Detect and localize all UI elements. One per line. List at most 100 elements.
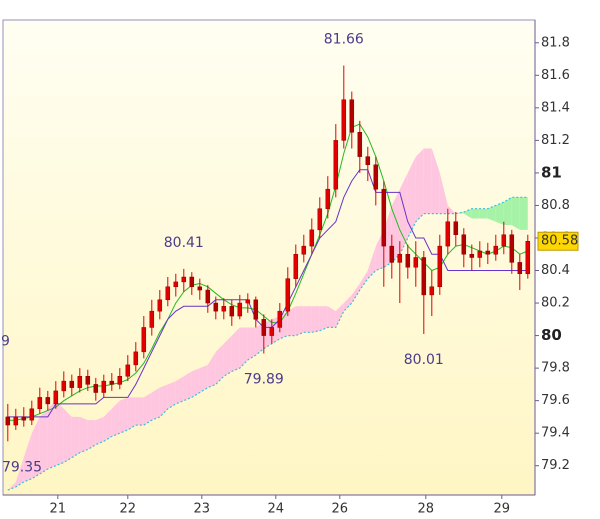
candle-body [133, 351, 139, 366]
cloud-segment [519, 197, 528, 230]
candle-body [453, 221, 459, 235]
y-tick-label: 81 [541, 163, 562, 181]
cloud-segment [479, 208, 488, 219]
candle-body [381, 188, 387, 247]
candle-body [285, 278, 291, 312]
candle-body [21, 416, 27, 421]
cloud-segment [215, 343, 224, 385]
candle-body [413, 257, 419, 268]
cloud-segment [231, 327, 240, 372]
cloud-segment [191, 368, 200, 398]
candle-body [117, 376, 123, 385]
candle-body [5, 416, 11, 426]
cloud-segment [183, 371, 192, 401]
x-tick-label: 26 [332, 502, 349, 517]
cloud-segment [471, 208, 480, 219]
candle-body [493, 245, 499, 255]
cloud-segment [95, 416, 104, 445]
candle-body [365, 156, 371, 166]
cloud-segment [239, 327, 248, 369]
candle-body [149, 310, 155, 328]
y-tick-label: 81.6 [541, 68, 570, 83]
cloud-segment [495, 202, 504, 225]
candle-body [445, 221, 451, 247]
candle-body [437, 245, 443, 288]
cloud-segment [79, 416, 88, 453]
candle-body [109, 380, 115, 385]
cloud-segment [391, 189, 400, 263]
cloud-segment [23, 433, 32, 482]
candle-body [309, 229, 315, 247]
candle-body [261, 319, 267, 336]
x-tick-label: 23 [194, 502, 211, 517]
candle-body [229, 306, 235, 317]
y-tick-label: 81.4 [541, 100, 570, 115]
cloud-segment [415, 148, 424, 222]
x-tick-label: 29 [494, 502, 511, 517]
y-tick-label: 80.4 [541, 263, 570, 278]
cloud-segment [143, 392, 152, 426]
cloud-segment [367, 246, 376, 279]
candle-body [405, 253, 411, 268]
cloud-segment [159, 384, 168, 417]
cloud-segment [407, 156, 416, 238]
cloud-segment [39, 408, 48, 474]
cloud-segment [423, 148, 432, 214]
candle-body [61, 380, 67, 392]
y-tick-label: 79.8 [541, 361, 570, 376]
candle-body [333, 140, 339, 190]
cloud-segment [247, 327, 256, 360]
candle-body [173, 281, 179, 288]
y-tick-label: 80.2 [541, 296, 570, 311]
candle-body [85, 376, 91, 385]
cloud-segment [207, 351, 216, 388]
cloud-segment [511, 197, 520, 230]
cloud-segment [447, 205, 456, 214]
cloud-segment [487, 205, 496, 222]
cloud-segment [135, 397, 144, 426]
candle-body [165, 286, 171, 301]
candle-body [213, 302, 219, 312]
candle-body [429, 286, 435, 296]
cloud-segment [463, 208, 472, 219]
candle-body [397, 253, 403, 263]
y-tick-label: 81.2 [541, 133, 570, 148]
candle-body [141, 327, 147, 353]
candle-body [389, 245, 395, 263]
candle-body [221, 306, 227, 312]
candle-body [181, 276, 187, 283]
cloud-segment [303, 306, 312, 333]
cloud-segment [431, 148, 440, 214]
cloud-segment [175, 376, 184, 404]
x-tick-label: 21 [50, 502, 67, 517]
x-tick-label: 22 [120, 502, 137, 517]
cloud-segment [47, 400, 56, 469]
cloud-segment [71, 416, 80, 458]
cloud-segment [327, 306, 336, 328]
candle-body [245, 299, 251, 304]
cloud-segment [55, 400, 64, 466]
price-annotation: 80.01 [404, 352, 444, 368]
candle-body [269, 327, 275, 336]
cloud-segment [15, 457, 24, 487]
candle-body [349, 99, 355, 133]
y-tick-label: 80 [541, 326, 562, 344]
cloud-segment [223, 335, 232, 377]
y-tick-label: 79.4 [541, 426, 570, 441]
cloud-segment [287, 306, 296, 336]
candle-body [341, 99, 347, 141]
cloud-segment [103, 408, 112, 442]
span-a-line [7, 196, 528, 491]
candle-body [157, 299, 163, 312]
candle-body [197, 286, 203, 291]
cloud-segment [7, 481, 16, 491]
candle-body [205, 289, 211, 304]
price-annotation: 81.66 [324, 32, 364, 48]
cloud-segment [199, 364, 208, 393]
candle-body [77, 376, 83, 388]
candle-body [189, 276, 195, 288]
cloud-segment [119, 397, 128, 434]
x-tick-label: 24 [268, 502, 285, 517]
price-annotation: 79.35 [2, 459, 42, 475]
